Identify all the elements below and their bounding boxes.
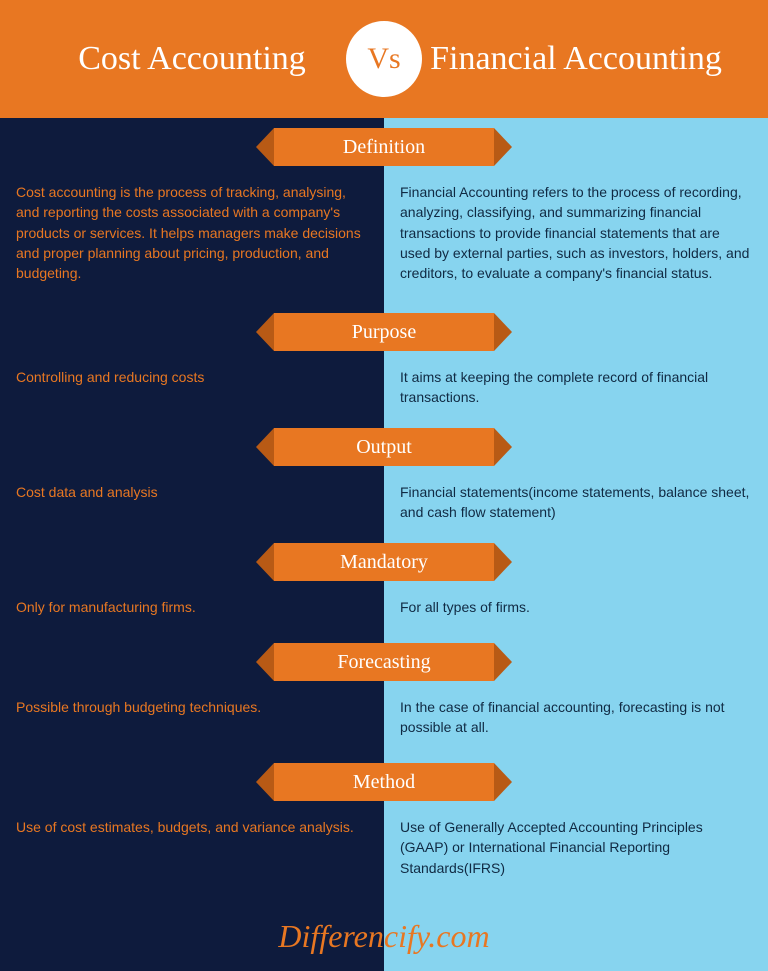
comparison-body: Definition Cost accounting is the proces…: [0, 118, 768, 971]
footer-brand: Differencify.com: [278, 918, 489, 955]
section-output: Output Cost data and analysis Financial …: [0, 418, 768, 523]
mandatory-left: Only for manufacturing firms.: [0, 597, 384, 617]
header-left-title: Cost Accounting: [0, 38, 384, 81]
section-purpose: Purpose Controlling and reducing costs I…: [0, 303, 768, 408]
section-mandatory: Mandatory Only for manufacturing firms. …: [0, 533, 768, 617]
definition-left: Cost accounting is the process of tracki…: [0, 182, 384, 283]
section-forecasting: Forecasting Possible through budgeting t…: [0, 633, 768, 738]
section-label: Purpose: [274, 313, 494, 351]
method-right: Use of Generally Accepted Accounting Pri…: [384, 817, 768, 878]
purpose-right: It aims at keeping the complete record o…: [384, 367, 768, 408]
output-right: Financial statements(income statements, …: [384, 482, 768, 523]
forecasting-left: Possible through budgeting techniques.: [0, 697, 384, 738]
output-left: Cost data and analysis: [0, 482, 384, 523]
purpose-left: Controlling and reducing costs: [0, 367, 384, 408]
vs-badge: Vs: [346, 21, 422, 97]
header: Cost Accounting Vs Financial Accounting: [0, 0, 768, 118]
section-label: Forecasting: [274, 643, 494, 681]
section-method: Method Use of cost estimates, budgets, a…: [0, 753, 768, 878]
forecasting-right: In the case of financial accounting, for…: [384, 697, 768, 738]
section-label: Mandatory: [274, 543, 494, 581]
section-label: Method: [274, 763, 494, 801]
header-right-title: Financial Accounting: [384, 38, 768, 81]
section-label: Output: [274, 428, 494, 466]
method-left: Use of cost estimates, budgets, and vari…: [0, 817, 384, 878]
definition-right: Financial Accounting refers to the proce…: [384, 182, 768, 283]
mandatory-right: For all types of firms.: [384, 597, 768, 617]
section-label: Definition: [274, 128, 494, 166]
section-definition: Definition Cost accounting is the proces…: [0, 118, 768, 283]
